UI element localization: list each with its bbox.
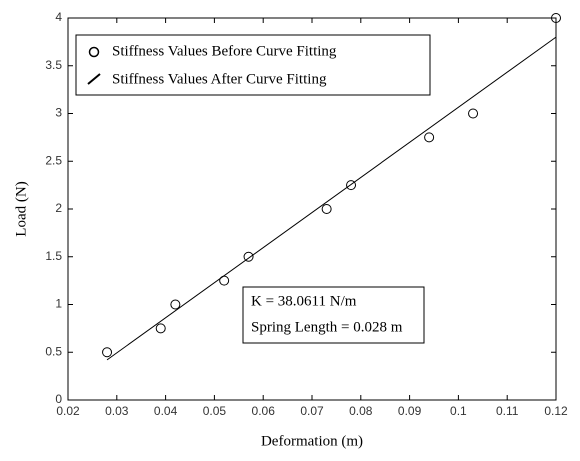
data-point [424, 132, 435, 143]
data-point [346, 180, 357, 191]
annotation: K = 38.0611 N/m [251, 293, 357, 309]
legend-label: Stiffness Values After Curve Fitting [112, 71, 327, 87]
x-tick-label: 0.06 [252, 404, 276, 418]
data-point [102, 347, 113, 358]
annotation: Spring Length = 0.028 m [251, 319, 403, 335]
x-tick-label: 0.05 [203, 404, 227, 418]
y-tick-label: 2 [55, 201, 62, 215]
data-point [170, 299, 181, 310]
y-tick-label: 3.5 [45, 58, 62, 72]
legend-line [87, 73, 101, 85]
y-tick-label: 1.5 [45, 249, 62, 263]
legend-label: Stiffness Values Before Curve Fitting [112, 43, 337, 59]
legend-box [75, 34, 431, 96]
fit-line [106, 36, 557, 361]
x-tick-label: 0.08 [349, 404, 373, 418]
y-tick-label: 3 [55, 106, 62, 120]
x-tick-label: 0.09 [398, 404, 422, 418]
data-point [468, 108, 479, 119]
x-tick-label: 0.04 [154, 404, 178, 418]
x-tick-label: 0.03 [105, 404, 129, 418]
legend-marker [88, 46, 100, 58]
y-axis-label: Load (N) [13, 181, 29, 236]
y-tick-label: 2.5 [45, 153, 62, 167]
annotation-box [242, 286, 425, 344]
x-tick-label: 0.02 [56, 404, 80, 418]
x-tick-label: 0.07 [300, 404, 324, 418]
y-tick-label: 0 [55, 392, 62, 406]
data-point [243, 251, 254, 262]
x-axis-label: Deformation (m) [261, 433, 363, 449]
data-point [155, 323, 166, 334]
x-tick-label: 0.11 [496, 404, 519, 418]
x-tick-label: 0.1 [450, 404, 467, 418]
y-tick-label: 1 [55, 297, 62, 311]
x-tick-label: 0.12 [544, 404, 568, 418]
y-tick-label: 4 [55, 10, 62, 24]
data-point [321, 204, 332, 214]
y-tick-label: 0.5 [45, 344, 62, 358]
